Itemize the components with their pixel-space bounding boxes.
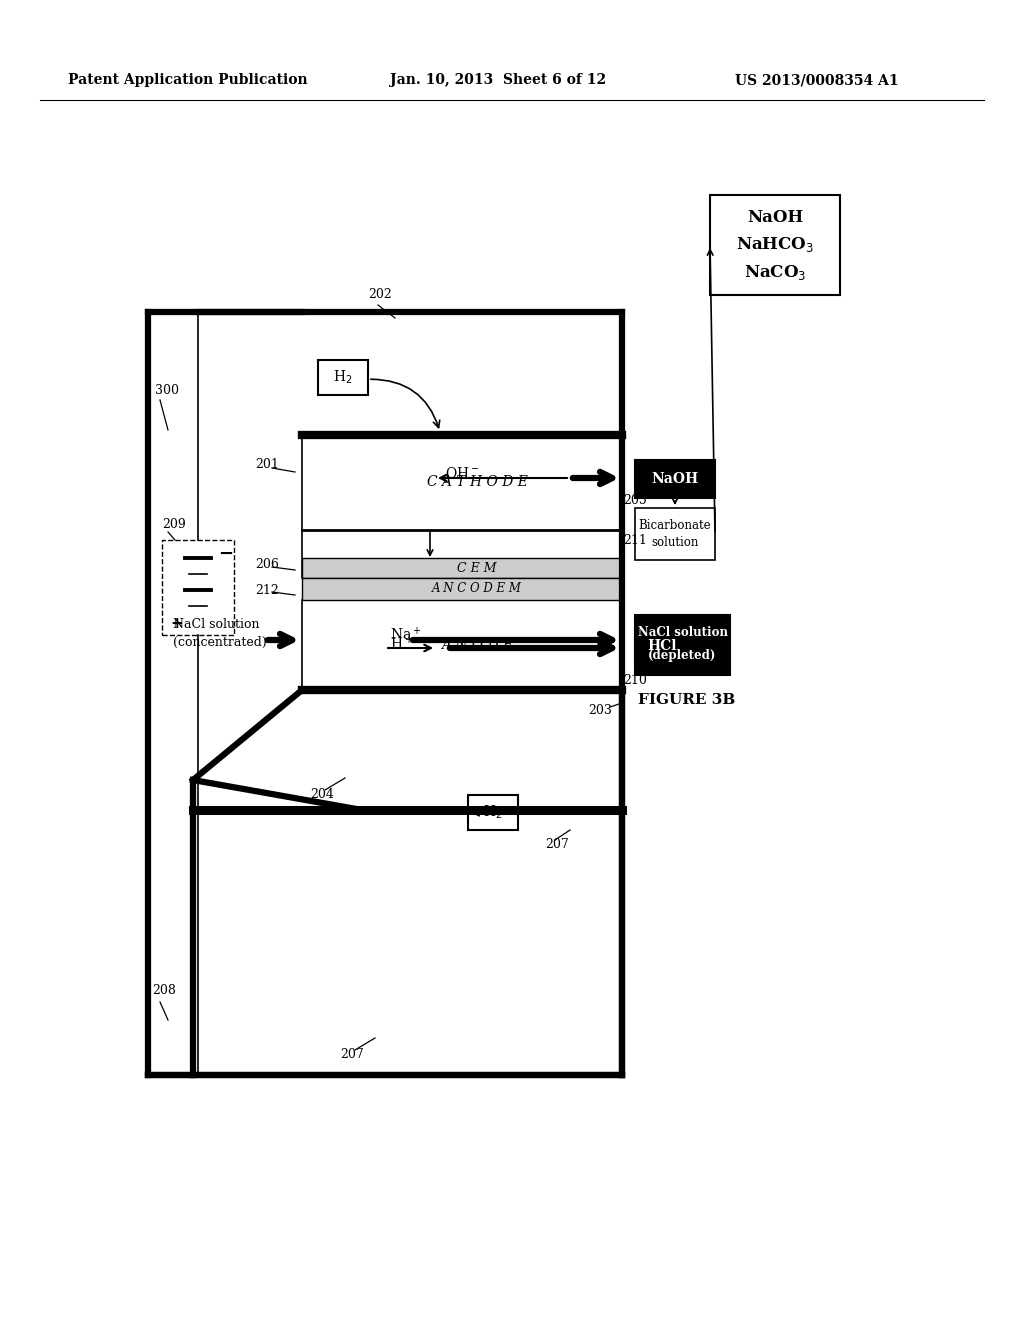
Text: −: −	[218, 545, 233, 564]
Text: US 2013/0008354 A1: US 2013/0008354 A1	[735, 73, 899, 87]
Text: Patent Application Publication: Patent Application Publication	[68, 73, 307, 87]
Bar	[710, 195, 840, 294]
Text: 204: 204	[310, 788, 334, 801]
Text: 208: 208	[152, 983, 176, 997]
Text: NaHCO$_3$: NaHCO$_3$	[736, 235, 814, 255]
Text: Bicarbonate: Bicarbonate	[639, 519, 712, 532]
Text: H$_2$: H$_2$	[483, 804, 503, 821]
Bar	[635, 459, 715, 498]
Text: NaOH: NaOH	[651, 473, 698, 486]
Text: C A T H O D E: C A T H O D E	[427, 475, 527, 490]
Text: NaCl solution: NaCl solution	[173, 619, 259, 631]
Text: Jan. 10, 2013  Sheet 6 of 12: Jan. 10, 2013 Sheet 6 of 12	[390, 73, 606, 87]
Text: 210: 210	[623, 673, 647, 686]
Text: A N C O D E M: A N C O D E M	[432, 582, 522, 595]
Text: NaCl solution: NaCl solution	[638, 627, 727, 639]
Text: NaOH: NaOH	[746, 209, 803, 226]
Bar	[635, 508, 715, 560]
Text: (depleted): (depleted)	[648, 649, 717, 663]
Text: C E M: C E M	[458, 561, 497, 574]
Text: 207: 207	[340, 1048, 364, 1061]
Text: solution: solution	[651, 536, 698, 549]
Text: 211: 211	[623, 533, 647, 546]
Text: 201: 201	[255, 458, 279, 471]
Text: +: +	[170, 615, 182, 631]
Text: 212: 212	[255, 583, 279, 597]
Bar	[635, 630, 690, 663]
Bar	[468, 795, 518, 830]
Text: 202: 202	[368, 289, 392, 301]
Text: 206: 206	[255, 558, 279, 572]
Text: 203: 203	[588, 704, 612, 717]
Text: 205: 205	[623, 494, 647, 507]
Text: 209: 209	[162, 519, 185, 532]
Text: A N O D E: A N O D E	[441, 638, 513, 652]
Text: NaCO$_3$: NaCO$_3$	[743, 264, 806, 282]
Text: (concentrated): (concentrated)	[173, 635, 266, 648]
Text: 300: 300	[155, 384, 179, 396]
Text: HCl: HCl	[648, 639, 677, 653]
Bar	[302, 578, 622, 601]
Bar	[318, 360, 368, 395]
Text: OH$^-$: OH$^-$	[445, 466, 479, 480]
Bar	[162, 540, 234, 635]
Text: FIGURE 3B: FIGURE 3B	[638, 693, 735, 708]
Text: H$^+$: H$^+$	[390, 635, 413, 652]
Text: 207: 207	[545, 838, 568, 851]
Bar	[302, 558, 622, 578]
Text: H$_2$: H$_2$	[333, 368, 352, 387]
FancyArrowPatch shape	[371, 379, 439, 428]
Bar	[635, 615, 730, 675]
Text: Na$^+$: Na$^+$	[390, 627, 422, 644]
